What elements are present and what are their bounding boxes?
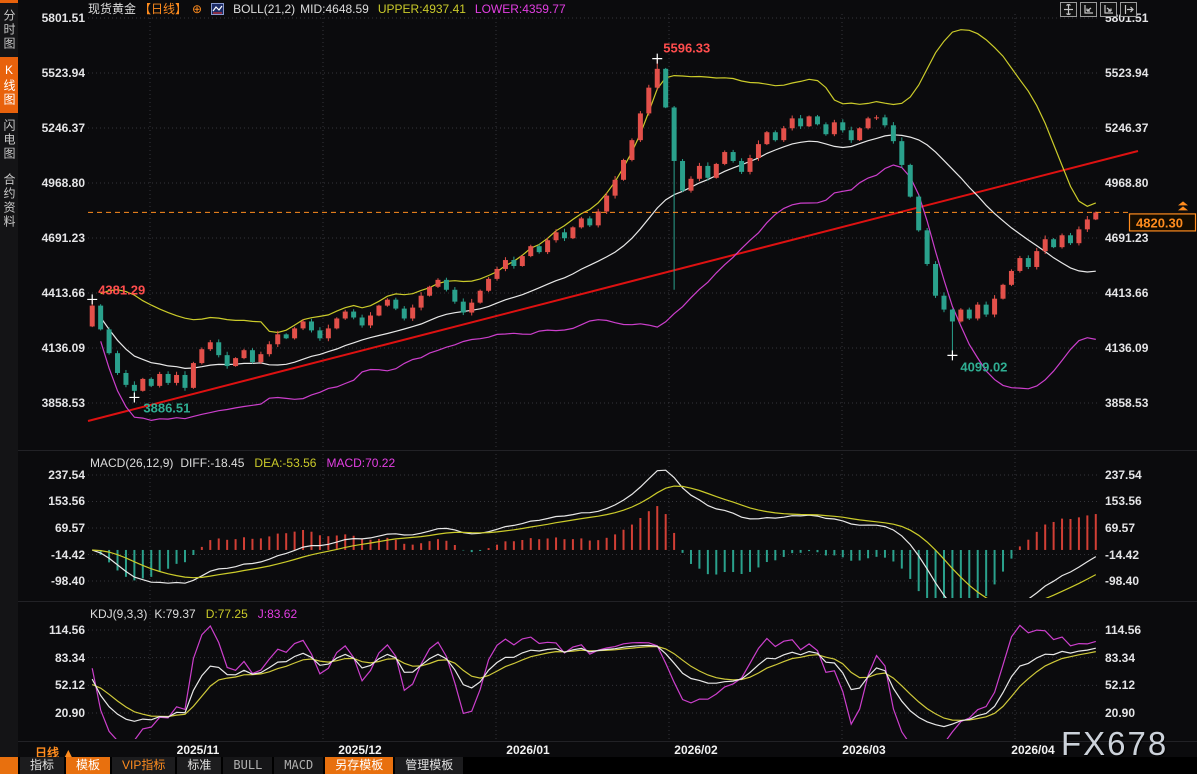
price-axis-label-right: 3858.53 <box>1105 396 1149 410</box>
bottom-toolbar: 指标 模板 VIP指标 标准 BULL MACD 另存模板 管理模板 <box>0 757 1197 774</box>
period-selector[interactable]: 日线 ▲ <box>35 744 74 761</box>
current-price-tag <box>1128 213 1197 232</box>
macd-title: MACD(26,12,9) <box>90 456 174 470</box>
price-axis-label-left: 5801.51 <box>41 11 85 25</box>
kdj-header: KDJ(9,3,3) K:79.37 D:77.25 J:83.62 <box>90 607 297 621</box>
sidebar-tab-timeline[interactable]: 分时图 <box>2 9 16 51</box>
chart-type-sidebar: 分时图 K线图 闪电图 合约资料 <box>0 0 18 774</box>
save-template-tab[interactable]: 另存模板 <box>325 757 394 774</box>
kdj-axis-label-right: 52.12 <box>1105 678 1136 693</box>
kdj-axis-label-left: 20.90 <box>54 706 85 720</box>
price-axis-label-right: 4136.09 <box>1105 341 1149 355</box>
sidebar-tab-contract-info[interactable]: 合约资料 <box>2 173 16 229</box>
kdj-k-value: K:79.37 <box>154 607 196 621</box>
scale-left-icon[interactable] <box>1080 2 1097 17</box>
kdj-axis-label-left: 52.12 <box>54 678 85 693</box>
price-axis-label-right: 5523.94 <box>1105 66 1149 80</box>
macd-axis-label-right: -14.42 <box>1105 547 1140 562</box>
macd-axis-label-left: 153.56 <box>48 494 85 509</box>
manage-template-tab[interactable]: 管理模板 <box>395 757 464 774</box>
x-axis-month-label: 2026/03 <box>842 743 886 757</box>
sidebar-top-accent <box>0 0 18 3</box>
macd-axis-label-left: -98.40 <box>50 574 85 588</box>
chart-tool-icons <box>1060 2 1137 17</box>
period-dropdown-arrow-icon: ▲ <box>62 746 75 760</box>
price-axis-label-left: 4691.23 <box>41 231 85 245</box>
vip-indicator-tab[interactable]: VIP指标 <box>112 757 176 774</box>
crosshair-move-icon[interactable] <box>1060 2 1077 17</box>
price-axis-label-left: 3858.53 <box>41 396 85 410</box>
x-axis-month-label: 2025/12 <box>338 743 382 757</box>
kdj-axis-label-left: 83.34 <box>54 650 85 665</box>
macd-axis-label-right: 153.56 <box>1105 494 1142 509</box>
annotation-start-high: 4381.29 <box>98 282 145 297</box>
macd-tab[interactable]: MACD <box>274 757 324 774</box>
period-label: 日线 <box>35 746 60 760</box>
x-axis-month-label: 2026/02 <box>674 743 718 757</box>
candles-layer <box>89 58 1099 398</box>
macd-axis-label-left: -14.42 <box>50 547 85 562</box>
macd-axis-label-right: -98.40 <box>1105 574 1140 588</box>
macd-axis-label-right: 69.57 <box>1105 521 1136 535</box>
boll-title: BOLL(21,2) <box>233 1 296 16</box>
annotation-peak-high: 5596.33 <box>663 41 710 56</box>
kdj-axis-label-left: 114.56 <box>48 623 85 637</box>
standard-tab[interactable]: 标准 <box>177 757 222 774</box>
mini-chart-icon[interactable] <box>211 2 225 15</box>
price-axis-label-left: 4136.09 <box>41 341 85 355</box>
kdj-j-value: J:83.62 <box>257 607 298 621</box>
macd-axis-label-left: 69.57 <box>54 521 85 535</box>
boll-lower-value: LOWER:4359.77 <box>474 1 566 16</box>
x-axis-month-label: 2025/11 <box>176 743 220 757</box>
boll-upper-value: UPPER:4937.41 <box>377 1 466 16</box>
indicator-header: 现货黄金 【日线】 ⊕ BOLL(21,2) MID:4648.59 UPPER… <box>88 1 566 17</box>
kdj-d-value: D:77.25 <box>205 607 248 621</box>
price-axis-label-left: 5246.37 <box>41 121 85 135</box>
price-axis-label-left: 4968.80 <box>41 176 85 190</box>
macd-axis-label-right: 237.54 <box>1105 468 1142 482</box>
bull-tab[interactable]: BULL <box>223 757 273 774</box>
macd-axis-label-left: 237.54 <box>48 468 85 482</box>
period-tag: 【日线】 <box>139 2 188 16</box>
x-axis-month-label: 2026/04 <box>1011 743 1055 757</box>
price-axis-label-right: 4968.80 <box>1105 176 1149 190</box>
kdj-axis-label-right: 20.90 <box>1105 706 1136 720</box>
kdj-axis-label-right: 114.56 <box>1105 623 1142 637</box>
price-axis-label-left: 5523.94 <box>41 66 85 80</box>
price-axis-label-right: 4691.23 <box>1105 231 1149 245</box>
scale-right-icon[interactable] <box>1100 2 1117 17</box>
macd-macd-value: MACD:70.22 <box>326 456 396 470</box>
kdj-title: KDJ(9,3,3) <box>90 607 148 621</box>
sidebar-tab-lightning[interactable]: 闪电图 <box>2 119 16 161</box>
annotation-early-low: 3886.51 <box>143 400 190 415</box>
add-indicator-icon[interactable]: ⊕ <box>192 1 203 16</box>
symbol-name: 现货黄金 <box>88 2 137 16</box>
sidebar-tab-kline[interactable]: K线图 <box>0 57 18 113</box>
x-axis-month-label: 2026/01 <box>506 743 550 757</box>
kdj-axis-label-right: 83.34 <box>1105 650 1136 665</box>
template-tab[interactable]: 模板 <box>66 757 111 774</box>
current-price-value: 4820.30 <box>1136 215 1183 230</box>
macd-dea-value: DEA:-53.56 <box>254 456 317 470</box>
indicator-tab[interactable]: 指标 <box>20 757 65 774</box>
price-axis-label-right: 5246.37 <box>1105 121 1149 135</box>
boll-mid-value: MID:4648.59 <box>300 1 369 16</box>
macd-diff-value: DIFF:-18.45 <box>180 456 245 470</box>
toolbar-corner-button[interactable] <box>0 757 18 774</box>
price-axis-label-right: 4413.66 <box>1105 286 1149 300</box>
annotation-crash-low: 4099.02 <box>960 359 1007 374</box>
pan-right-icon[interactable] <box>1120 2 1137 17</box>
macd-header: MACD(26,12,9) DIFF:-18.45 DEA:-53.56 MAC… <box>90 456 395 470</box>
price-axis-label-left: 4413.66 <box>41 286 85 300</box>
price-up-arrows-icon <box>1178 201 1188 211</box>
